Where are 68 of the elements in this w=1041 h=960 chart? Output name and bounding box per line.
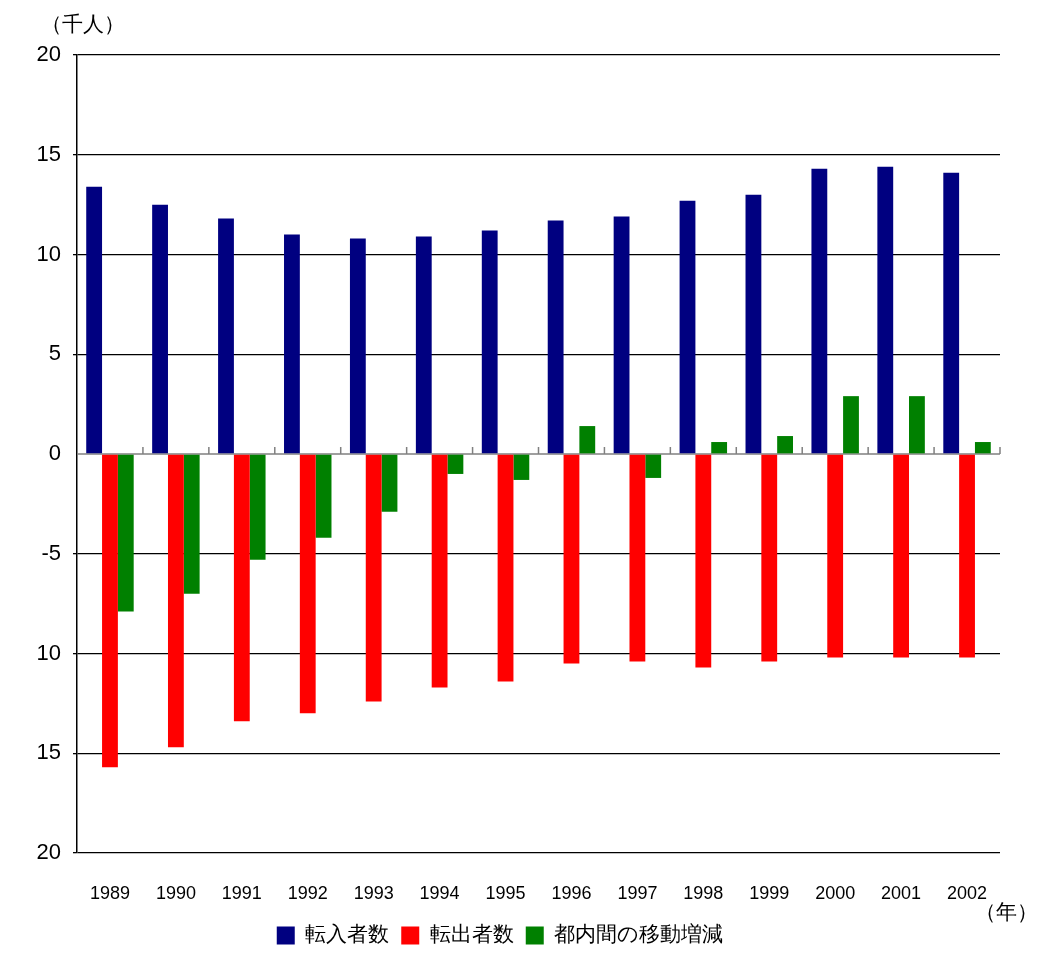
x-tick-label: 1989 [89, 882, 130, 903]
legend-label: 都内間の移動増減 [554, 922, 724, 946]
bar [481, 230, 498, 454]
bar [249, 454, 266, 560]
bar [629, 454, 646, 662]
bar [695, 454, 712, 668]
bar [381, 454, 398, 512]
bar [877, 166, 894, 454]
bar [183, 454, 200, 594]
bar [86, 186, 103, 454]
bar [645, 454, 662, 478]
bar [167, 454, 184, 748]
x-tick-label: 1995 [485, 882, 526, 903]
bar [447, 454, 464, 474]
x-tick-label: 1993 [353, 882, 394, 903]
bar [547, 220, 564, 454]
bar [284, 234, 300, 454]
bar [315, 454, 332, 538]
x-tick-label: 1999 [749, 882, 790, 903]
bar [679, 200, 696, 454]
bar [349, 238, 366, 454]
bar [613, 216, 630, 454]
bar [152, 204, 168, 454]
bar [102, 454, 118, 768]
y-tick-label: 5 [48, 340, 61, 366]
y-tick-label: 0 [48, 440, 61, 466]
bar [117, 454, 134, 612]
x-tick-label: 2000 [815, 882, 856, 903]
bar [415, 236, 432, 454]
bar [777, 436, 793, 454]
bar [513, 454, 530, 480]
x-tick-label: 1991 [221, 882, 262, 903]
y-tick-label: 20 [36, 41, 61, 67]
x-tick-label: 1994 [419, 882, 460, 903]
y-tick-label: 15 [36, 140, 61, 166]
bar [893, 454, 910, 658]
bar [811, 168, 828, 454]
y-tick-label: 10 [36, 240, 61, 266]
x-tick-label: 2001 [881, 882, 922, 903]
x-tick-label: 1997 [617, 882, 658, 903]
x-tick-label: 1990 [155, 882, 196, 903]
bar [299, 454, 316, 714]
y-tick-label: 15 [36, 739, 61, 765]
y-tick-label: -5 [41, 539, 61, 565]
x-tick-label: 1996 [551, 882, 592, 903]
bar [233, 454, 250, 722]
y-tick-label: 20 [36, 839, 61, 865]
bar [827, 454, 844, 658]
bar [843, 396, 859, 454]
y-tick-label: 10 [36, 639, 61, 665]
bar [218, 218, 234, 454]
x-tick-label: 1992 [287, 882, 328, 903]
bar [745, 194, 762, 454]
bar [579, 426, 596, 454]
x-tick-label: 1998 [683, 882, 724, 903]
bar [497, 454, 514, 682]
bar [365, 454, 382, 702]
bar [943, 172, 960, 454]
legend-label: 転入者数 [305, 922, 390, 946]
y-axis-title: （千人） [41, 11, 125, 35]
bar [761, 454, 778, 662]
bar [431, 454, 448, 688]
bar [711, 442, 728, 454]
bar [959, 454, 975, 658]
bar [909, 396, 925, 454]
bar [563, 454, 580, 664]
bar [974, 442, 991, 454]
legend-label: 転出者数 [429, 922, 514, 946]
